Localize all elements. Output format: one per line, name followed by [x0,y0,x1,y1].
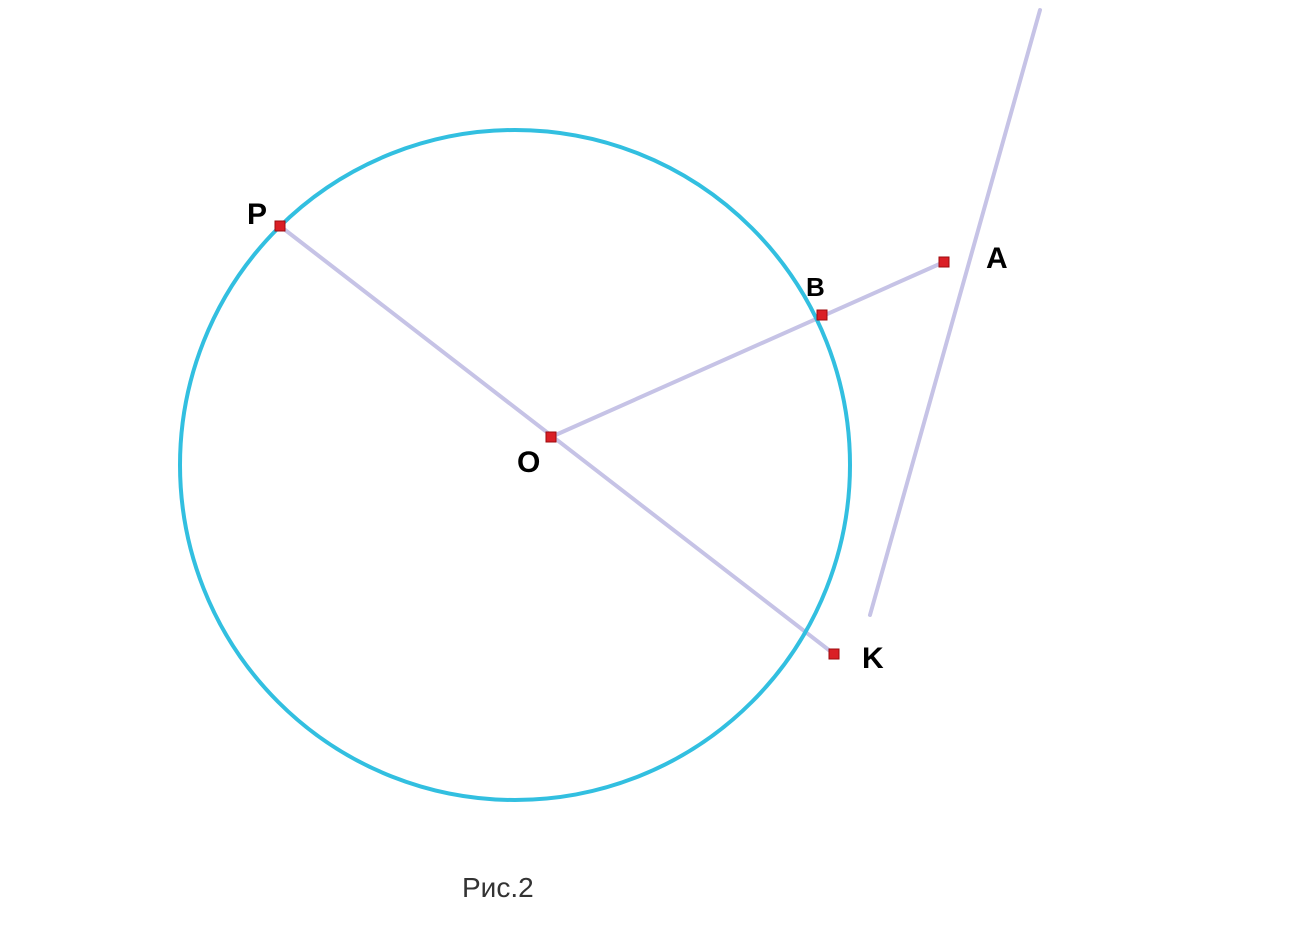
point-O [546,432,556,442]
point-P [275,221,285,231]
line-PK [280,226,834,654]
line-external [870,10,1040,615]
label-B: B [806,272,825,302]
label-O: O [517,446,540,479]
label-K: K [862,642,884,675]
point-B [817,310,827,320]
label-A: A [986,242,1008,275]
point-K [829,649,839,659]
label-P: P [247,198,267,231]
geometry-diagram: P B A O K Рис.2 [0,0,1293,935]
line-OA [551,262,944,437]
figure-caption: Рис.2 [462,872,534,903]
point-A [939,257,949,267]
